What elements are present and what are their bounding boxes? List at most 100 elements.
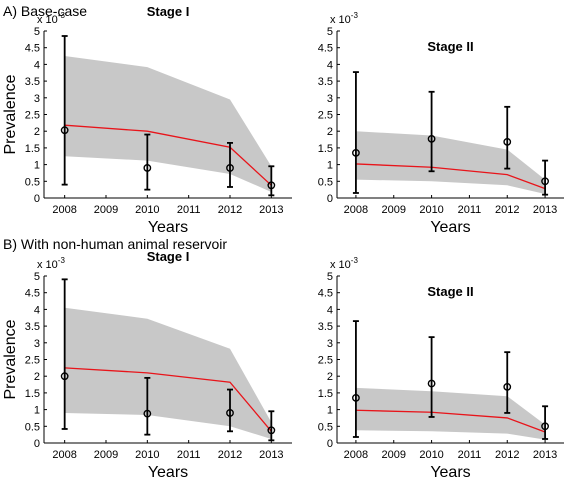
y-tick-label: 4.5 [318,288,333,300]
chart-title: Stage I [147,4,190,19]
y-tick-label: 1 [327,160,333,172]
x-tick-label: 2013 [533,204,557,216]
x-tick-label: 2010 [135,449,159,461]
y-tick-label: 2.5 [318,110,333,122]
x-tick-label: 2009 [382,204,406,216]
y-tick-label: 0 [327,193,333,205]
x-tick-label: 2011 [458,449,482,461]
y-tick-label: 4 [327,304,333,316]
y-tick-label: 5 [34,26,40,38]
y-tick-label: 1.5 [25,388,40,400]
y-tick-label: 3.5 [25,321,40,333]
x-tick-label: 2009 [94,204,118,216]
y-tick-label: 2 [34,126,40,138]
y-tick-label: 3 [34,93,40,105]
y-axis-label: Prevalence [2,74,19,154]
y-exponent-base: x 10 [330,259,351,271]
model-line [64,367,272,432]
y-tick-label: 1 [327,405,333,417]
y-exponent-power: -3 [58,11,66,20]
y-tick-label: 4 [327,59,333,71]
y-tick-label: 2 [34,371,40,383]
y-exponent-label: x 10-3 [330,11,358,26]
y-tick-label: 0.5 [25,176,40,188]
observed-point [60,126,69,135]
y-tick-label: 3.5 [25,76,40,88]
uncertainty-band [355,131,546,194]
x-tick-label: 2009 [94,449,118,461]
y-tick-label: 1.5 [25,143,40,155]
observed-point [503,382,512,391]
y-exponent-power: -3 [58,256,66,265]
chart-panel-b-stage-2: 0 0.5 1 1.5 2 2.5 3 3.5 4 4.5 5 2008 2009 2010 2011 201… [318,256,564,477]
y-exponent-label: x 10-3 [330,256,358,271]
y-tick-label: 4.5 [25,43,40,55]
y-tick-label: 0 [327,438,333,450]
x-tick-label: 2013 [259,449,283,461]
y-exponent-base: x 10 [37,259,58,271]
x-tick-label: 2013 [533,449,557,461]
y-axis-label: Prevalence [2,319,19,399]
x-tick-label: 2010 [135,204,159,216]
observed-point [267,181,276,190]
model-line [64,124,272,186]
chart-title: Stage I [147,249,190,264]
observed-point [60,372,69,381]
y-tick-label: 2.5 [25,355,40,367]
observed-point [427,134,436,143]
y-tick-label: 1 [34,160,40,172]
y-exponent-power: -3 [351,11,359,20]
y-tick-label: 5 [327,271,333,283]
chart-panel-a-stage-2: 0 0.5 1 1.5 2 2.5 3 3.5 4 4.5 5 2008 2009 2010 2011 201… [318,11,564,236]
y-tick-label: 4.5 [25,288,40,300]
y-tick-label: 0.5 [318,421,333,433]
x-tick-label: 2009 [382,449,406,461]
observed-point [427,379,436,388]
y-exponent-label: x 10-3 [37,11,65,26]
observed-point [143,409,152,418]
x-tick-label: 2012 [495,204,519,216]
y-exponent-base: x 10 [37,14,58,26]
y-tick-label: 3 [327,93,333,105]
x-tick-label: 2012 [218,449,242,461]
section-a-label: A) Base-case [3,3,88,19]
x-tick-label: 2012 [495,449,519,461]
x-axis-label: Years [148,219,188,236]
x-tick-label: 2008 [52,204,76,216]
y-tick-label: 0.5 [25,421,40,433]
observed-point [352,149,360,157]
x-tick-label: 2010 [419,449,443,461]
chart-title: Stage II [427,39,473,54]
x-axis-label: Years [430,464,470,477]
y-exponent-label: x 10-3 [37,256,65,271]
y-tick-label: 1.5 [318,388,333,400]
observed-point [503,137,512,146]
y-tick-label: 2.5 [318,355,333,367]
x-tick-label: 2008 [344,449,368,461]
y-tick-label: 3 [34,338,40,350]
observed-point [541,177,549,186]
y-tick-label: 2 [327,126,333,138]
y-tick-label: 3.5 [318,76,333,88]
section-b-label: B) With non-human animal reservoir [3,236,228,252]
y-tick-label: 4 [34,304,40,316]
x-tick-label: 2008 [344,204,368,216]
observed-point [143,164,152,172]
x-tick-label: 2012 [218,204,242,216]
y-tick-label: 2.5 [25,110,40,122]
y-tick-label: 5 [327,26,333,38]
x-tick-label: 2010 [419,204,443,216]
y-exponent-base: x 10 [330,14,351,26]
y-tick-label: 1 [34,405,40,417]
observed-point [541,422,549,431]
y-tick-label: 1.5 [318,143,333,155]
uncertainty-band [64,56,272,192]
y-tick-label: 0 [34,193,40,205]
uncertainty-band [64,307,272,439]
y-tick-label: 3.5 [318,321,333,333]
model-line [355,163,546,190]
y-exponent-power: -3 [351,256,359,265]
x-tick-label: 2013 [259,204,283,216]
